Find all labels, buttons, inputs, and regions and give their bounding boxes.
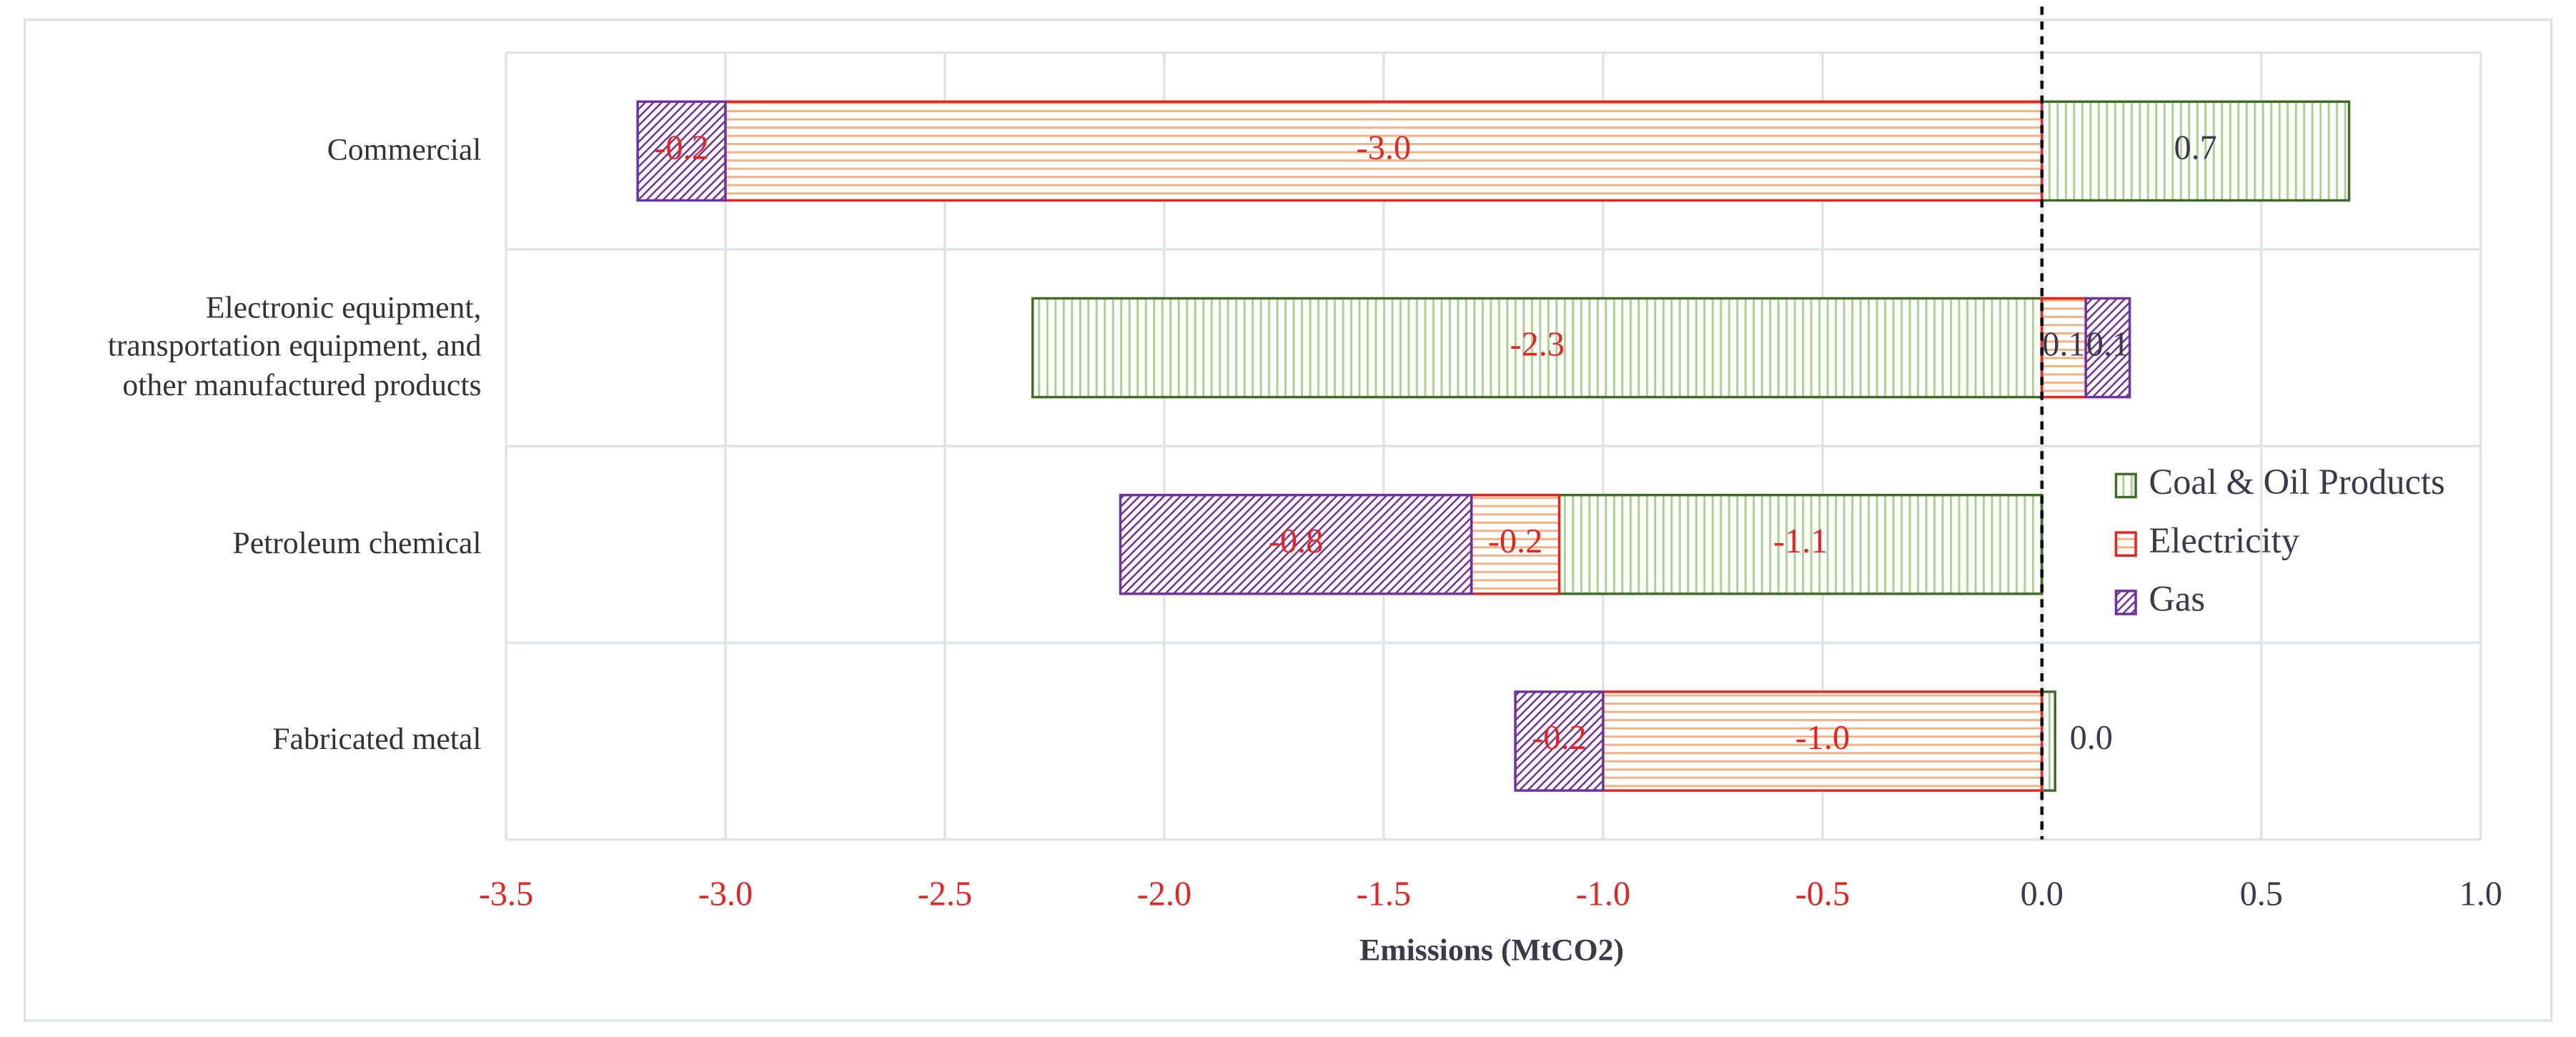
data-label: 0.0 [2070, 719, 2113, 757]
bar-segment [2084, 297, 2131, 399]
y-tick-label: Petroleum chemical [232, 526, 482, 562]
data-label: -1.0 [1795, 719, 1850, 757]
x-tick-label: 1.0 [2459, 875, 2502, 913]
data-label: -2.3 [1510, 326, 1565, 364]
y-tick-label: Fabricated metal [272, 723, 482, 758]
y-tick-label: Electronic equipment, transportation equ… [107, 290, 482, 404]
data-label: -0.8 [1269, 522, 1323, 560]
bar-segment [636, 100, 727, 202]
x-tick-label: 0.5 [2240, 875, 2283, 913]
y-tick-label: Commercial [327, 133, 482, 168]
bar-segment [724, 100, 2044, 202]
x-tick-label: -3.5 [479, 875, 533, 913]
legend-label: Electricity [2149, 520, 2299, 560]
bar-segment [1602, 690, 2044, 792]
x-tick-label: -0.5 [1795, 875, 1850, 913]
x-tick-label: -1.0 [1576, 875, 1630, 913]
legend-label: Coal & Oil Products [2149, 462, 2444, 502]
x-tick-label: -2.5 [918, 875, 972, 913]
x-axis-title: Emissions (MtCO2) [1359, 933, 1624, 968]
data-label: -1.1 [1773, 522, 1828, 560]
bar-segment [1557, 493, 2044, 595]
bar-segment [1119, 493, 1473, 595]
legend-swatch [2114, 531, 2137, 557]
data-label: 0.7 [2174, 129, 2217, 167]
data-label: -0.2 [1532, 719, 1586, 757]
x-tick-label: -2.0 [1137, 875, 1192, 913]
x-tick-label: 0.0 [2021, 875, 2064, 913]
data-label: 0.1 [2042, 326, 2085, 364]
x-tick-label: -3.0 [698, 875, 753, 913]
chart-frame [23, 18, 2553, 1022]
bar-segment [1514, 690, 1605, 792]
data-label: 0.1 [2086, 326, 2129, 364]
bar-segment [2041, 100, 2351, 202]
data-label: -3.0 [1357, 129, 1411, 167]
bar-segment [1470, 493, 1561, 595]
bar-segment [2041, 690, 2056, 792]
legend-swatch [2114, 472, 2137, 499]
x-tick-label: -1.5 [1357, 875, 1411, 913]
legend-swatch [2114, 590, 2137, 615]
legend-label: Gas [2149, 579, 2205, 619]
data-label: -0.2 [1488, 522, 1542, 560]
data-label: -0.2 [654, 129, 708, 167]
